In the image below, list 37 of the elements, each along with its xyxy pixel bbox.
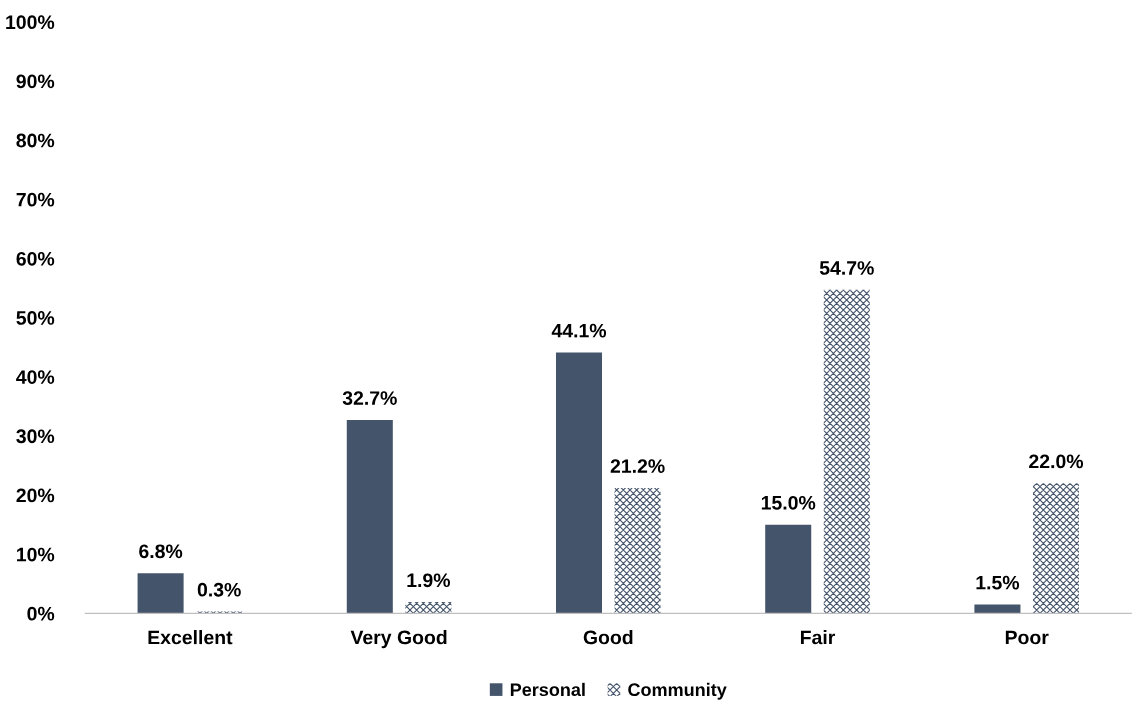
legend-label: Personal (510, 682, 585, 697)
data-label: 21.2% (610, 459, 665, 473)
bar (974, 604, 1021, 614)
data-label: 15.0% (761, 495, 816, 510)
data-label: 44.1% (551, 323, 607, 338)
y-tick-label: 100% (6, 15, 55, 30)
y-tick-label: 90% (16, 74, 55, 89)
y-tick-label: 40% (16, 370, 55, 384)
bar (765, 524, 812, 614)
y-tick-label: 20% (16, 488, 55, 503)
legend-label: Community (628, 682, 727, 700)
data-label: 22.0% (1029, 454, 1084, 469)
data-label: 6.8% (139, 544, 183, 559)
data-label: 1.5% (976, 575, 1020, 590)
bar (555, 352, 603, 614)
y-tick-label: 80% (16, 133, 55, 148)
x-tick-label: Poor (1005, 630, 1049, 645)
bar (1032, 483, 1080, 614)
y-tick-label: 70% (16, 192, 55, 207)
data-label: 0.3% (197, 582, 241, 597)
x-tick-label: Fair (800, 630, 836, 645)
bar (137, 573, 184, 614)
y-tick-label: 60% (16, 251, 55, 266)
x-tick-label: Good (583, 630, 633, 645)
bar (614, 487, 661, 614)
bar (346, 419, 393, 614)
y-tick-label: 0% (27, 606, 55, 621)
data-label: 1.9% (407, 573, 451, 588)
y-tick-label: 10% (17, 547, 55, 562)
data-label: 32.7% (342, 391, 397, 405)
x-tick-label: Excellent (148, 630, 233, 645)
y-tick-label: 50% (16, 311, 55, 325)
x-tick-label: Very Good (350, 630, 447, 649)
data-label: 54.7% (819, 261, 874, 275)
bar (823, 289, 870, 614)
y-tick-label: 30% (16, 429, 55, 444)
bar (405, 602, 452, 614)
